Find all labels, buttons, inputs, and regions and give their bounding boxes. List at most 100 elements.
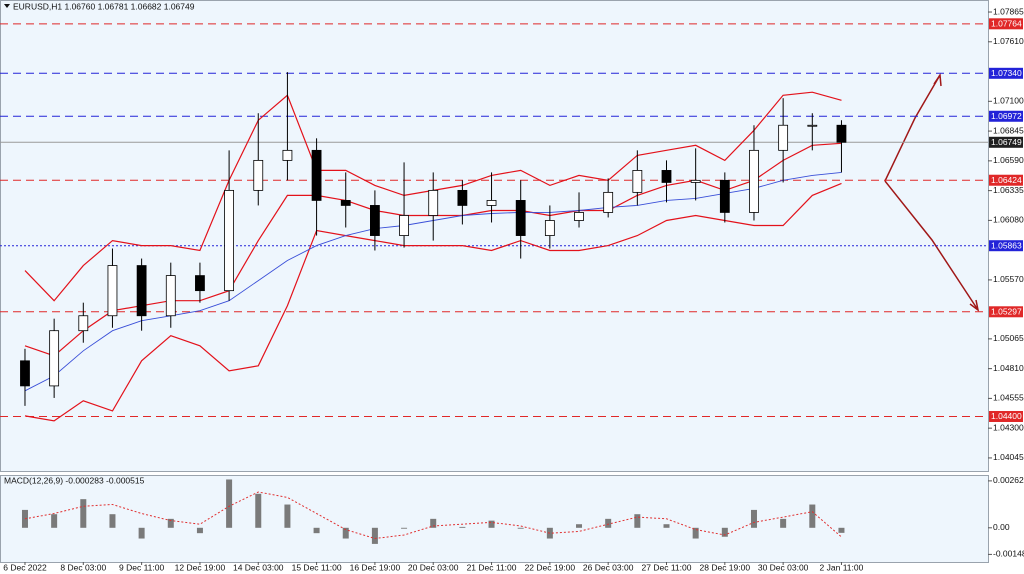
x-tick-label: 20 Dec 03:00 — [408, 562, 459, 572]
candle-body — [78, 315, 89, 332]
level-tag: 1.06972 — [989, 110, 1023, 122]
macd-bar — [109, 514, 116, 528]
candle-body — [778, 124, 789, 151]
arrow-head — [969, 299, 980, 312]
candle-body — [603, 191, 614, 213]
macd-bar — [780, 518, 787, 528]
y-tick-label: 0.00 — [993, 522, 1010, 532]
level-tag-box — [989, 67, 1023, 79]
candle-body — [719, 179, 730, 213]
candle-body — [165, 275, 176, 317]
level-tag: 1.05863 — [989, 240, 1023, 252]
x-tick-label: 8 Dec 03:00 — [60, 562, 106, 572]
y-tick-label: 1.06335 — [993, 185, 1024, 195]
y-tick-label: 1.04300 — [993, 422, 1024, 432]
x-tick-label: 21 Dec 11:00 — [467, 562, 517, 572]
x-tick-label: 22 Dec 19:00 — [525, 562, 576, 572]
macd-bar — [371, 527, 378, 544]
level-tag-label: 1.04400 — [991, 411, 1022, 421]
macd-bar — [605, 518, 612, 528]
x-tick-label: 6 Dec 2022 — [3, 562, 47, 572]
y-tick-label: 1.06080 — [993, 215, 1024, 225]
macd-bar — [196, 527, 203, 534]
candle-body — [749, 149, 759, 213]
level-tag: 1.07764 — [989, 18, 1023, 30]
candle-body — [136, 265, 147, 317]
candle-body — [195, 275, 205, 292]
candle-body — [282, 149, 293, 161]
level-tag-label: 1.07764 — [991, 19, 1022, 29]
candle-body — [661, 170, 672, 183]
macd-bar — [517, 527, 524, 529]
menu-triangle — [4, 4, 10, 8]
candle-body — [107, 265, 118, 317]
candle-body — [399, 215, 409, 236]
level-tag-label: 1.06749 — [991, 137, 1022, 147]
macd-bar — [80, 499, 87, 528]
up-arrow — [884, 74, 941, 182]
x-tick-label: 14 Dec 03:00 — [233, 562, 284, 572]
y-tick-label: 1.05065 — [993, 333, 1024, 343]
macd-bar — [838, 527, 845, 533]
macd-bar — [51, 514, 58, 528]
level-tag-box — [989, 18, 1023, 30]
candle-body — [836, 124, 847, 143]
level-tag: 1.05297 — [989, 306, 1023, 318]
x-tick-label: 16 Dec 19:00 — [350, 562, 401, 572]
x-tick-label: 15 Dec 11:00 — [292, 562, 342, 572]
macd-bar — [663, 524, 670, 528]
level-tag-label: 1.05863 — [991, 240, 1022, 250]
lower-band — [24, 182, 842, 422]
y-tick-label: -0.001486 — [993, 549, 1024, 559]
candle-body — [340, 200, 351, 206]
macd-panel — [0, 475, 989, 563]
macd-bar — [138, 527, 145, 539]
y-tick-label: 1.07100 — [993, 96, 1024, 106]
macd-bar — [430, 518, 437, 528]
y-tick-label: 1.04810 — [993, 363, 1024, 373]
macd-bar — [692, 527, 699, 539]
macd-bar — [401, 527, 408, 529]
candle-body — [369, 205, 380, 236]
candle-body — [224, 189, 235, 292]
macd-bar — [284, 504, 291, 528]
candle-body — [515, 200, 526, 236]
macd-bar — [342, 527, 349, 539]
candle-body — [49, 330, 60, 387]
macd-bar — [488, 520, 495, 528]
y-tick-label: 1.07865 — [993, 6, 1024, 16]
macd-title: MACD(12,26,9) -0.000283 -0.000515 — [4, 475, 145, 485]
level-tag-label: 1.07340 — [991, 68, 1022, 78]
x-tick-label: 26 Dec 03:00 — [583, 562, 634, 572]
candle-body — [574, 212, 584, 221]
macd-bar — [21, 509, 28, 528]
level-tag-box — [989, 174, 1023, 186]
x-tick-label: 27 Dec 11:00 — [642, 562, 692, 572]
level-tag: 1.04400 — [989, 410, 1023, 422]
candle-body — [428, 189, 439, 216]
candle-body — [311, 149, 322, 201]
y-tick-label: 1.05570 — [993, 274, 1024, 284]
level-tag-box — [989, 240, 1023, 252]
y-tick-label: 0.002621 — [993, 475, 1024, 485]
level-tag-box — [989, 136, 1023, 148]
main-panel — [0, 0, 989, 472]
x-tick-label: 28 Dec 19:00 — [700, 562, 751, 572]
level-tag-label: 1.05297 — [991, 307, 1022, 317]
x-tick-label: 30 Dec 03:00 — [758, 562, 809, 572]
arrow-head — [933, 72, 942, 87]
level-tag-label: 1.06424 — [991, 175, 1022, 185]
x-tick-label: 12 Dec 19:00 — [175, 562, 226, 572]
level-tag: 1.06749 — [989, 136, 1023, 148]
level-tag-label: 1.06972 — [991, 111, 1022, 121]
macd-bar — [576, 524, 583, 528]
macd-bar — [809, 504, 816, 528]
macd-bar — [313, 527, 320, 534]
level-tag: 1.07340 — [989, 67, 1023, 79]
signal — [24, 491, 842, 540]
macd-bar — [750, 509, 757, 528]
candle-body — [253, 159, 264, 191]
candle-body — [20, 360, 30, 387]
macd-bar — [459, 526, 466, 528]
